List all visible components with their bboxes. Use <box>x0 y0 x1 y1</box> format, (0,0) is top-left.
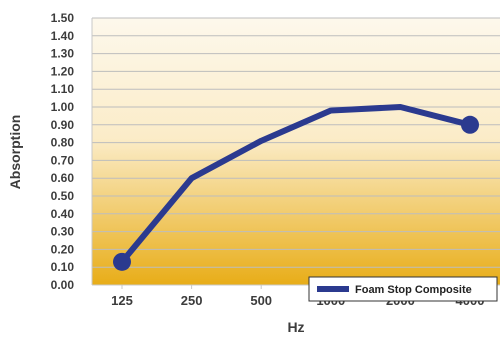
y-tick-label: 0.70 <box>51 153 75 167</box>
y-tick-label: 0.00 <box>51 278 75 292</box>
y-tick-label: 1.40 <box>51 29 75 43</box>
y-tick-label: 1.00 <box>51 100 75 114</box>
y-tick-label: 1.30 <box>51 47 75 61</box>
series-line <box>119 104 473 265</box>
x-axis-label: Hz <box>287 319 304 335</box>
y-tick-label: 0.40 <box>51 207 75 221</box>
legend: Foam Stop Composite <box>308 276 498 302</box>
series-group <box>113 104 479 271</box>
plot-area-background <box>92 18 500 285</box>
data-point <box>113 252 131 271</box>
x-tick-label: 250 <box>181 293 203 308</box>
x-tick-label: 500 <box>250 293 272 308</box>
y-tick-label: 1.10 <box>51 82 75 96</box>
y-tick-label: 0.80 <box>51 136 75 150</box>
y-tick-label: 1.50 <box>51 11 75 25</box>
y-tick-label: 0.20 <box>51 242 75 256</box>
y-tick-label: 0.90 <box>51 118 75 132</box>
legend-label: Foam Stop Composite <box>355 284 472 296</box>
y-tick-label: 0.10 <box>51 260 75 274</box>
y-tick-label: 0.60 <box>51 171 75 185</box>
y-axis-label: Absorption <box>7 115 23 190</box>
grid-lines <box>92 17 500 286</box>
data-point <box>461 115 479 134</box>
x-tick-label: 125 <box>111 293 133 308</box>
y-tick-label: 0.50 <box>51 189 75 203</box>
y-tick-labels: 0.00 0.10 0.20 0.30 0.40 0.50 0.60 0.70 0.80 0.90… <box>51 11 75 292</box>
y-tick-label: 0.30 <box>51 225 75 239</box>
y-tick-label: 1.20 <box>51 64 75 78</box>
